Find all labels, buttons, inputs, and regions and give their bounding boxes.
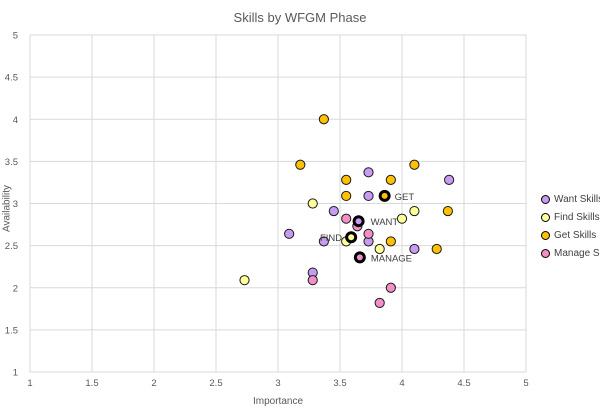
centroid-marker-manage bbox=[353, 251, 366, 264]
data-point-want-skills bbox=[318, 236, 329, 247]
data-point-find-skills bbox=[409, 205, 420, 217]
legend-label-get-skills: Get Skills bbox=[554, 229, 597, 241]
tick-labels: 1 1.5 2 2.5 3 3.5 4 4.5 5 1 1.5 2 2.5 3 3.5 4 4.5 5 bbox=[5, 31, 529, 390]
y-tick-label: 4.5 bbox=[5, 73, 18, 84]
x-tick-label: 1 bbox=[27, 378, 32, 389]
y-tick-label: 1.5 bbox=[5, 325, 18, 336]
centroid-label-manage: MANAGE bbox=[371, 253, 412, 264]
data-point-find-skills bbox=[239, 275, 250, 286]
x-tick-label: 3.5 bbox=[333, 378, 346, 389]
data-point-find-skills bbox=[307, 198, 318, 209]
data-point-find-skills bbox=[374, 243, 385, 255]
centroid-label-want: WANT bbox=[371, 217, 399, 228]
centroid-label-get: GET bbox=[395, 192, 415, 203]
centroid-markers: GET WANT FIND MANAGE bbox=[320, 189, 415, 264]
y-tick-label: 3.5 bbox=[5, 157, 18, 168]
legend-label-want-skills: Want Skills bbox=[554, 193, 600, 205]
data-point-get-skills bbox=[431, 243, 442, 255]
legend-marker-get-skills bbox=[541, 230, 550, 240]
data-point-get-skills bbox=[385, 174, 396, 186]
y-axis-title: Availability bbox=[1, 184, 13, 233]
centroid-marker-want bbox=[352, 215, 365, 228]
gridlines bbox=[29, 34, 527, 373]
data-point-want-skills bbox=[363, 190, 374, 202]
data-point-want-skills bbox=[409, 243, 420, 255]
y-tick-label: 2.5 bbox=[5, 241, 18, 252]
x-tick-label: 4 bbox=[399, 378, 404, 389]
data-point-manage-skills bbox=[374, 297, 385, 309]
chart-title: Skills by WFGM Phase bbox=[233, 10, 367, 25]
legend-item-get-skills: Get Skills bbox=[541, 226, 600, 244]
y-tick-label: 2 bbox=[13, 283, 18, 294]
data-point-want-skills bbox=[363, 167, 374, 178]
x-tick-label: 4.5 bbox=[457, 378, 470, 389]
x-tick-label: 2.5 bbox=[209, 378, 222, 389]
data-point-want-skills bbox=[328, 205, 339, 217]
data-point-get-skills bbox=[341, 190, 352, 202]
legend-marker-manage-skills bbox=[541, 248, 550, 258]
y-tick-label: 5 bbox=[13, 31, 18, 42]
data-point-manage-skills bbox=[307, 275, 318, 286]
data-point-manage-skills bbox=[363, 228, 374, 239]
centroid-marker-find bbox=[345, 231, 358, 244]
y-tick-label: 1 bbox=[13, 368, 18, 379]
centroid-marker-get bbox=[378, 189, 391, 202]
data-points bbox=[239, 114, 455, 309]
legend-item-find-skills: Find Skills bbox=[541, 208, 600, 226]
legend-marker-find-skills bbox=[541, 212, 550, 222]
data-point-get-skills bbox=[318, 114, 329, 125]
legend-label-find-skills: Find Skills bbox=[554, 211, 600, 223]
data-point-get-skills bbox=[385, 236, 396, 247]
x-axis-title: Importance bbox=[252, 396, 304, 407]
x-tick-label: 3 bbox=[275, 378, 280, 389]
data-point-want-skills bbox=[444, 174, 455, 186]
data-point-get-skills bbox=[341, 174, 352, 186]
data-point-find-skills bbox=[396, 213, 408, 224]
x-tick-label: 2 bbox=[151, 378, 156, 389]
x-tick-label: 1.5 bbox=[85, 378, 98, 389]
x-tick-label: 5 bbox=[523, 378, 528, 389]
data-point-get-skills bbox=[409, 159, 420, 170]
centroid-label-find: FIND bbox=[320, 233, 342, 244]
legend-label-manage-skills: Manage Skills bbox=[554, 247, 600, 259]
y-tick-label: 4 bbox=[13, 115, 18, 126]
data-point-get-skills bbox=[442, 205, 453, 217]
legend: Want Skills Find Skills Get Skills Manag… bbox=[541, 190, 600, 262]
legend-item-want-skills: Want Skills bbox=[541, 190, 600, 208]
data-point-want-skills bbox=[284, 228, 295, 239]
legend-item-manage-skills: Manage Skills bbox=[541, 244, 600, 262]
legend-marker-want-skills bbox=[541, 194, 550, 204]
data-point-manage-skills bbox=[341, 213, 352, 224]
data-point-manage-skills bbox=[385, 282, 396, 293]
y-tick-label: 3 bbox=[13, 199, 18, 210]
data-point-get-skills bbox=[295, 159, 306, 170]
